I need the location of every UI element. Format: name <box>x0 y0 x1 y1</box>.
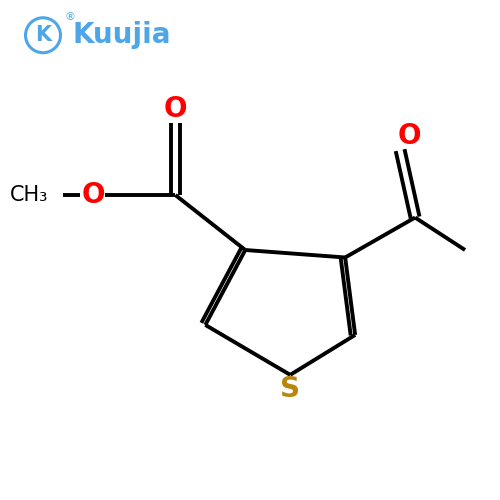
Text: Kuujia: Kuujia <box>73 21 172 49</box>
Text: O: O <box>164 94 187 122</box>
Text: S: S <box>280 375 300 403</box>
Text: K: K <box>35 25 51 45</box>
Text: O: O <box>81 181 104 209</box>
Text: CH₃: CH₃ <box>10 185 48 205</box>
Text: ®: ® <box>64 12 76 22</box>
Text: O: O <box>398 122 421 150</box>
